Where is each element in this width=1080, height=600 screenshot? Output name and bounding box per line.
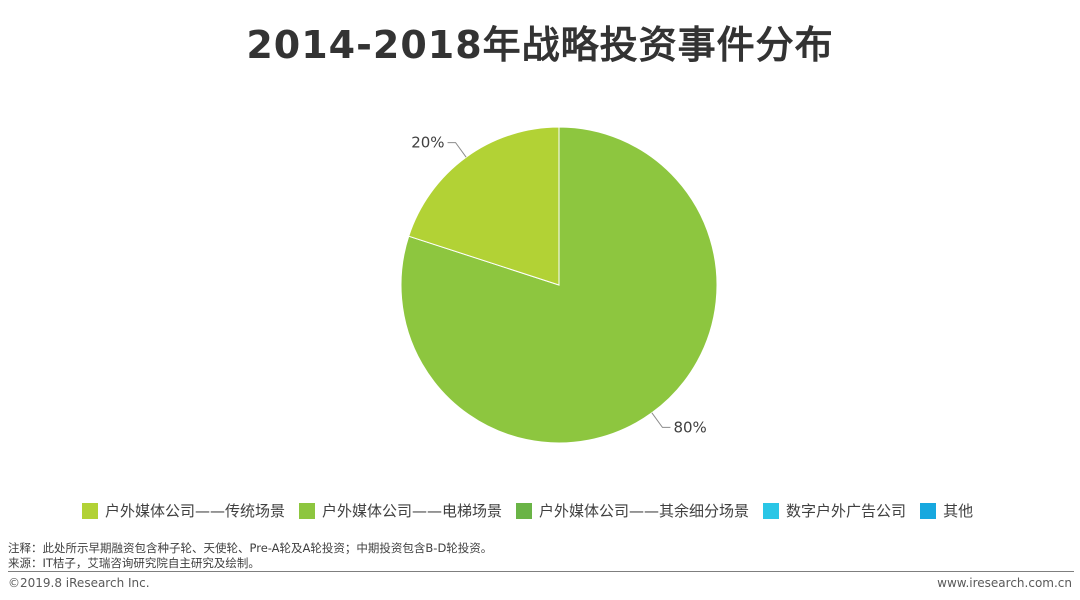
legend-swatch	[82, 502, 98, 519]
legend-swatch	[920, 502, 937, 519]
legend-item-2: 户外媒体公司——其余细分场景	[516, 500, 749, 521]
leader-line-0	[651, 412, 671, 428]
footnote-source: 来源：IT桔子，艾瑞咨询研究院自主研究及绘制。	[8, 556, 260, 570]
leader-line-1	[447, 142, 467, 158]
pie-slice-0	[400, 126, 718, 444]
legend-swatch	[763, 502, 780, 519]
legend-swatch	[516, 502, 533, 519]
website-url: www.iresearch.com.cn	[937, 576, 1072, 590]
copyright-text: ©2019.8 iResearch Inc.	[8, 576, 150, 590]
footer-divider	[8, 571, 1074, 572]
chart-title: 2014-2018年战略投资事件分布	[246, 23, 834, 67]
legend-label: 数字户外广告公司	[786, 502, 907, 520]
legend-item-0: 户外媒体公司——传统场景	[82, 500, 285, 521]
legend-label: 户外媒体公司——电梯场景	[322, 502, 503, 520]
legend-item-4: 其他	[920, 500, 973, 521]
legend-label: 户外媒体公司——传统场景	[105, 502, 286, 520]
legend-item-1: 户外媒体公司——电梯场景	[299, 500, 502, 521]
pie-slice-1	[408, 126, 560, 286]
legend-label: 其他	[943, 502, 974, 520]
footnote-note: 注释：此处所示早期融资包含种子轮、天使轮、Pre-A轮及A轮投资；中期投资包含B…	[8, 541, 493, 555]
legend-swatch	[299, 502, 316, 519]
slice-label-1: 20%	[411, 134, 444, 152]
slice-label-0: 80%	[673, 418, 706, 436]
legend-item-3: 数字户外广告公司	[763, 500, 906, 521]
chart-legend: 户外媒体公司——传统场景 户外媒体公司——电梯场景 户外媒体公司——其余细分场景 数字…	[82, 500, 987, 521]
legend-label: 户外媒体公司——其余细分场景	[539, 502, 750, 520]
